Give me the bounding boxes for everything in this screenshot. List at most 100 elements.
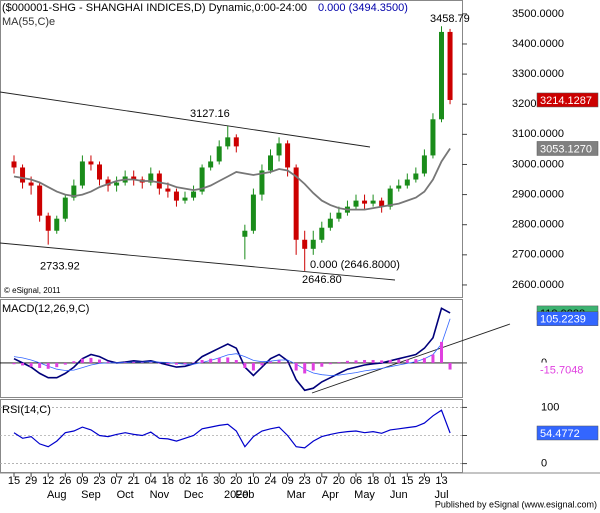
x-tick-label: 09 [76,475,88,487]
histogram-bar [354,360,358,363]
histogram-bar [380,360,384,363]
x-month-label: Aug [47,489,67,501]
histogram-bar [89,357,93,363]
x-tick-label: 20 [333,475,345,487]
histogram-bar [72,361,76,363]
candle-body [396,185,402,189]
candle-body [156,173,162,189]
chart-title: ($000001-SHG - SHANGHAI INDICES,D) Dynam… [2,2,307,14]
panel-title: RSI(14,C) [2,404,51,416]
candle-body [216,146,222,162]
candle-body [54,218,60,231]
x-month-label: May [354,489,375,501]
histogram-bar [132,362,136,363]
x-tick-label: 29 [25,475,37,487]
y-tick-label: 2900.0000 [512,188,564,200]
histogram-bar [294,362,298,371]
x-month-label: Apr [322,489,339,501]
candle-body [71,185,77,198]
candle-body [233,137,239,147]
indicator-line [13,318,451,376]
candle-body [182,197,188,201]
candle-body [327,218,333,228]
last-value-box [536,311,599,326]
footer: Published by eSignal (www.esignal.com) [435,499,597,509]
last-value-box [537,362,598,377]
x-tick-label: 07 [110,475,122,487]
last-value-box [536,92,599,108]
y-tick-label: 2800.0000 [512,219,564,231]
macd-panel-frame [0,299,463,398]
last-value-box [536,141,599,156]
candle-body [250,194,256,231]
histogram-bar [431,354,435,363]
last-value-label: 3053.1270 [540,143,592,155]
x-tick-label: 02 [179,475,191,487]
candle-body [447,31,453,100]
candle-body [114,182,120,186]
histogram-bar [260,362,264,366]
last-value-label: 54.4772 [540,428,580,440]
x-month-label: Feb [235,489,254,501]
x-month-label: Mar [287,489,306,501]
histogram-bar [243,362,247,368]
x-tick-label: 24 [264,475,276,487]
histogram-bar [405,359,409,363]
y-tick-label: 100 [541,401,559,413]
candle-body [293,167,299,240]
candle-body [62,197,68,219]
candle-body [319,227,325,240]
last-value-label: 3214.1287 [540,95,592,107]
x-tick-label: 23 [299,475,311,487]
candle-body [268,155,273,171]
candle-body [79,161,85,186]
x-tick-label: 30 [213,475,225,487]
candle-body [191,191,197,198]
candle-body [199,167,205,192]
histogram-bar [21,362,25,366]
histogram-bar [269,361,272,363]
x-tick-label: 26 [59,475,71,487]
trend-line [311,323,511,394]
candle-body [370,200,376,204]
x-tick-label: 01 [384,475,396,487]
trend-line [0,91,371,148]
candle-body [421,155,427,174]
candle-body [208,161,214,168]
candle-body [430,119,436,156]
x-tick-label: 04 [145,475,157,487]
candle-body [439,31,444,120]
candle-body [379,200,385,207]
candle-body [362,200,368,204]
histogram-bar [209,358,213,363]
candle-body [336,212,342,219]
y-tick-label: 3500.0000 [512,8,564,20]
histogram-bar [320,362,324,367]
candle-body [105,179,111,186]
histogram-bar [234,359,238,363]
copyright: © eSignal, 2011 [4,286,61,295]
y-tick-label: 3400.0000 [512,38,564,50]
histogram-bar [63,362,67,365]
candle-body [259,170,265,195]
histogram-bar [183,362,187,365]
x-tick-label: 12 [42,475,54,487]
x-tick-label: 07 [316,475,328,487]
candle-body [302,239,308,249]
x-month-label: Jul [434,489,448,501]
x-month-label: Sep [81,489,101,501]
candle-body [28,182,34,186]
x-tick-label: 15 [401,475,413,487]
legend-entry: MA(55,C)e [2,16,55,28]
x-tick-label: 10 [247,475,259,487]
candle-body [285,143,291,168]
histogram-bar [277,360,281,363]
histogram-bar [422,357,426,363]
histogram-bar [371,359,375,363]
y-tick-label: 2600.0000 [512,279,564,291]
histogram-bar [311,362,315,371]
histogram-bar [337,362,341,363]
x-tick-label: 06 [350,475,362,487]
x-tick-label: 15 [8,475,20,487]
x-tick-label: 18 [367,475,379,487]
